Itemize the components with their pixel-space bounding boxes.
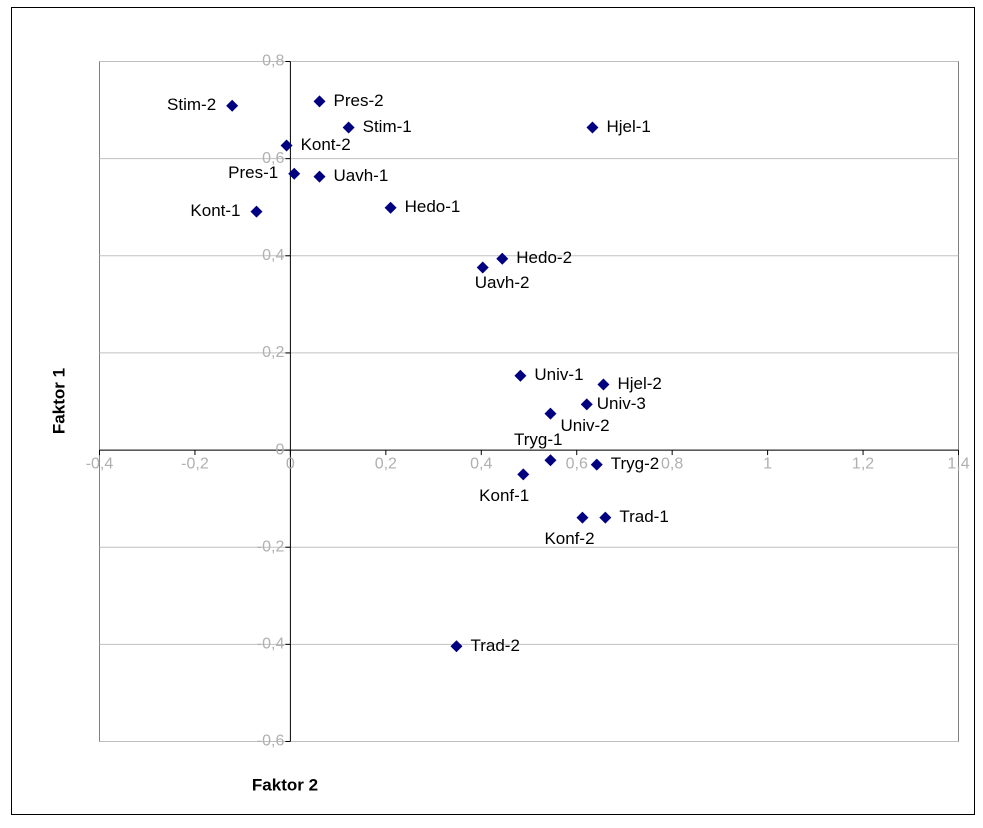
- point: [544, 454, 557, 467]
- y-tick-label: 0,6: [262, 150, 284, 167]
- point-label: Konf-1: [479, 486, 529, 505]
- point: [580, 398, 593, 411]
- point: [597, 378, 610, 391]
- point: [313, 170, 326, 183]
- point-label: Pres-1: [228, 163, 278, 182]
- point: [250, 205, 263, 218]
- point-label: Hedo-1: [405, 197, 461, 216]
- point-label: Trad-2: [470, 636, 519, 655]
- point: [586, 121, 599, 134]
- point: [514, 369, 527, 382]
- plot-area: [99, 61, 959, 742]
- y-tick-label: 0,2: [262, 344, 284, 361]
- point: [450, 640, 463, 653]
- point-label: Hjel-1: [606, 117, 650, 136]
- x-tick-label: 0: [286, 455, 295, 472]
- x-tick-label: 0,2: [375, 455, 397, 472]
- x-tick-label: 1: [763, 455, 772, 472]
- point: [496, 252, 509, 265]
- point: [590, 458, 603, 471]
- x-tick-label: 0,6: [566, 455, 588, 472]
- y-tick-label: -0,2: [257, 538, 285, 555]
- point-label: Univ-3: [597, 394, 646, 413]
- point-label: Stim-2: [167, 95, 216, 114]
- point-label: Hjel-2: [617, 374, 661, 393]
- point: [342, 121, 355, 134]
- point-label: Tryg-1: [514, 430, 563, 449]
- point: [288, 167, 301, 180]
- point: [544, 407, 557, 420]
- point: [476, 261, 489, 274]
- point-label: Univ-1: [534, 365, 583, 384]
- x-tick-label: 1,4: [947, 455, 969, 472]
- point-label: Uavh-1: [333, 166, 388, 185]
- point: [313, 95, 326, 108]
- x-axis-title: Faktor 2: [252, 775, 318, 794]
- y-tick-label: -0,4: [257, 636, 285, 653]
- x-tick-label: 0,8: [661, 455, 683, 472]
- point: [384, 201, 397, 214]
- y-tick-label: 0: [275, 441, 284, 458]
- y-tick-label: 0,8: [262, 53, 284, 70]
- x-tick-label: -0,4: [86, 455, 114, 472]
- point-label: Kont-2: [301, 135, 351, 154]
- y-tick-label: -0,6: [257, 733, 285, 750]
- x-tick-label: -0,2: [181, 455, 209, 472]
- point-label: Pres-2: [333, 91, 383, 110]
- point-label: Tryg-2: [611, 454, 660, 473]
- point-label: Konf-2: [544, 529, 594, 548]
- y-tick-label: 0,4: [262, 247, 284, 264]
- point-label: Trad-1: [619, 507, 668, 526]
- x-tick-label: 1,2: [852, 455, 874, 472]
- point-label: Hedo-2: [516, 248, 572, 267]
- point-label: Uavh-2: [475, 273, 530, 292]
- point-label: Univ-2: [560, 416, 609, 435]
- y-axis-title: Faktor 1: [49, 368, 68, 434]
- point: [226, 99, 239, 112]
- x-tick-label: 0,4: [470, 455, 492, 472]
- point: [599, 511, 612, 524]
- point: [517, 468, 530, 481]
- point-label: Kont-1: [190, 201, 240, 220]
- point: [576, 511, 589, 524]
- point-label: Stim-1: [363, 117, 412, 136]
- point: [280, 139, 293, 152]
